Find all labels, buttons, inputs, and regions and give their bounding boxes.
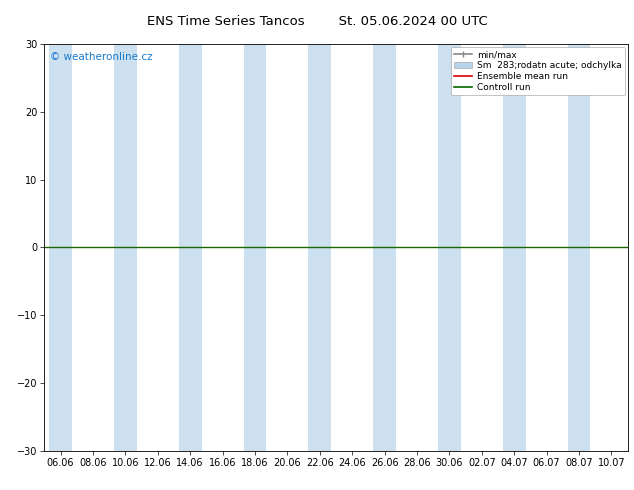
Bar	[567, 44, 590, 451]
Legend: min/max, Sm  283;rodatn acute; odchylka, Ensemble mean run, Controll run: min/max, Sm 283;rodatn acute; odchylka, …	[451, 47, 625, 96]
Text: ENS Time Series Tancos        St. 05.06.2024 00 UTC: ENS Time Series Tancos St. 05.06.2024 00…	[146, 15, 488, 28]
Bar	[114, 44, 137, 451]
Bar	[309, 44, 331, 451]
Bar	[438, 44, 461, 451]
Bar	[49, 44, 72, 451]
Bar	[503, 44, 526, 451]
Bar	[373, 44, 396, 451]
Text: © weatheronline.cz: © weatheronline.cz	[50, 52, 153, 62]
Bar	[243, 44, 266, 451]
Bar	[179, 44, 202, 451]
